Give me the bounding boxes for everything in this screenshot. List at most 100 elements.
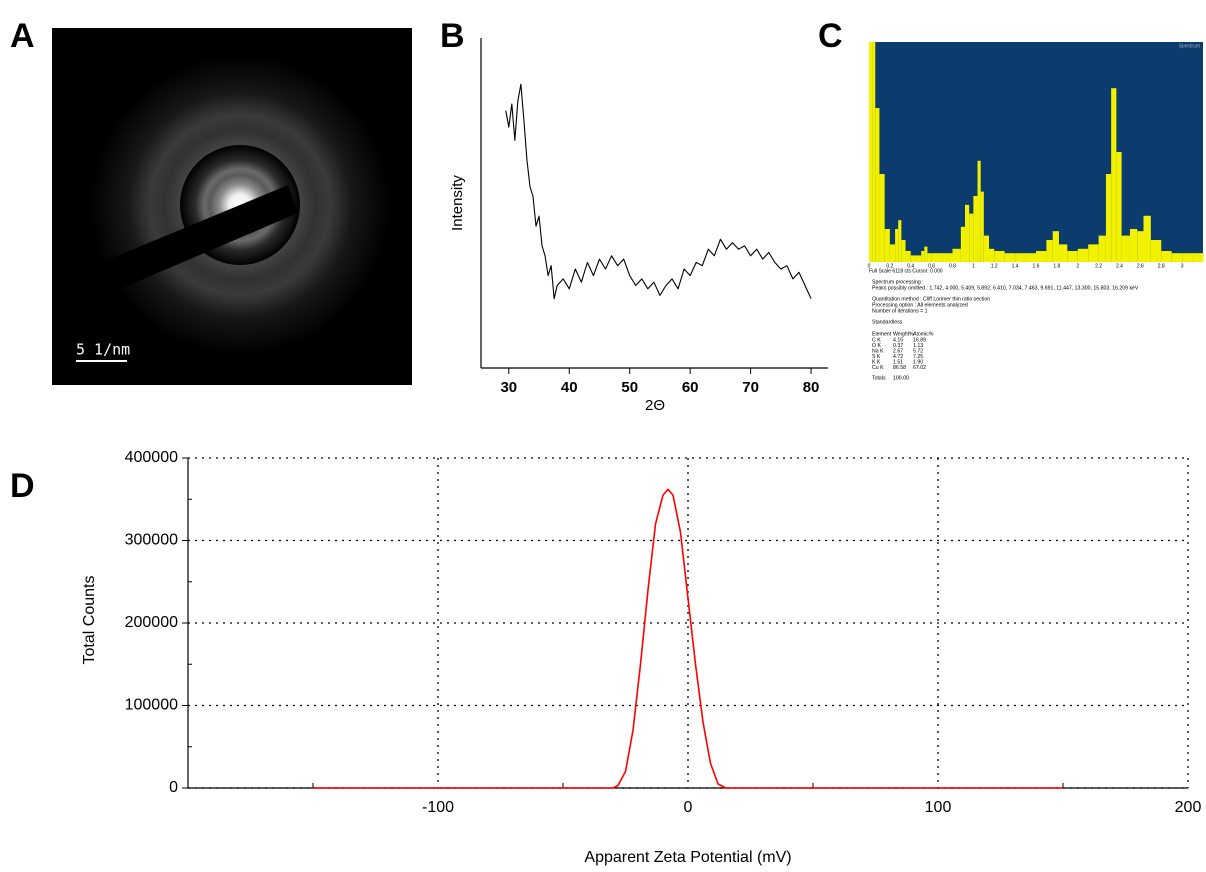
- table-header: Atomic%: [913, 331, 934, 337]
- spectrum-bar: [1105, 174, 1112, 262]
- spectrum-bar: [969, 213, 974, 262]
- spectrum-bar: [1129, 229, 1138, 262]
- beam-stop: [52, 185, 298, 318]
- table-cell: 16.89: [913, 337, 926, 343]
- x-tick-label: 1.8: [1053, 263, 1060, 269]
- spectrum-bar: [898, 220, 902, 262]
- table-cell: C K: [872, 337, 881, 343]
- y-tick-label: 0: [169, 779, 178, 796]
- spectrum-bar: [1137, 231, 1144, 262]
- spectrum-bar: [977, 160, 981, 262]
- x-tick-label: 0.6: [928, 263, 935, 269]
- table-cell: 2.67: [893, 348, 903, 354]
- spectrum-bar: [1116, 152, 1122, 262]
- y-axis-title: Total Counts: [81, 576, 98, 665]
- report-line: Spectrum processing :: [872, 279, 924, 285]
- spectrum-bar: [1004, 253, 1016, 262]
- spectrum-bar: [927, 253, 932, 262]
- table-cell: 4.15: [893, 337, 903, 343]
- table-cell: S K: [872, 354, 881, 360]
- table-header: Element: [872, 331, 892, 337]
- y-tick-label: 400000: [125, 449, 178, 466]
- x-tick-label: 2.2: [1095, 263, 1102, 269]
- spectrum-bar: [973, 196, 978, 262]
- spectrum-bar: [915, 255, 922, 262]
- x-tick-label: 30: [500, 379, 517, 396]
- x-axis-title: 2Θ: [645, 397, 665, 414]
- x-tick-label: 2.6: [1137, 263, 1144, 269]
- y-tick-label: 100000: [125, 697, 178, 714]
- plot-background: [869, 42, 1203, 262]
- spectrum-bar: [889, 244, 896, 262]
- spectrum-footer: Full Scale 6118 cts Cursor: 0.000: [869, 268, 943, 274]
- table-cell: 1.13: [913, 343, 923, 349]
- x-tick-label: -100: [422, 799, 454, 816]
- x-tick-label: 2.4: [1116, 263, 1123, 269]
- spectrum-bar: [879, 174, 885, 262]
- spectrum-bar: [1121, 235, 1130, 262]
- spectrum-bar: [989, 248, 995, 262]
- report-line: Quantitation method : Cliff Lorimer thin…: [872, 296, 990, 302]
- table-cell: 7.25: [913, 354, 923, 360]
- report-line: Peaks possibly omitted : 1.742, 4.000, 5…: [872, 285, 1139, 291]
- report-line: Number of iterations = 1: [872, 308, 928, 314]
- spectrum-bar: [960, 226, 966, 262]
- table-header: Weight%: [893, 331, 914, 337]
- panel-letter: B: [440, 17, 465, 55]
- spectrum-bar: [1067, 251, 1078, 262]
- x-tick-label: 100: [925, 799, 952, 816]
- spectrum-bar: [1036, 251, 1047, 262]
- table-cell: 67.02: [913, 365, 926, 371]
- x-tick-label: 3: [1181, 263, 1184, 269]
- x-tick-label: 1.6: [1033, 263, 1040, 269]
- y-tick-label: 300000: [125, 532, 178, 549]
- spectrum-bar: [921, 251, 925, 262]
- x-tick-label: 0.8: [949, 263, 956, 269]
- y-tick-label: 200000: [125, 614, 178, 631]
- data-line: [505, 83, 812, 300]
- spectrum-bar: [895, 229, 899, 262]
- table-total: Totals: [872, 375, 886, 381]
- spectrum-bar: [1143, 215, 1151, 262]
- spectrum-bar: [901, 240, 906, 262]
- spectrum-bar: [980, 191, 984, 262]
- x-tick-label: 200: [1175, 799, 1202, 816]
- panel-letter: C: [818, 17, 843, 55]
- spectrum-bar: [1015, 253, 1026, 262]
- table-cell: 5.72: [913, 348, 923, 354]
- spectrum-bar: [910, 255, 916, 262]
- panel-a: A 5 1/nm: [10, 17, 412, 385]
- x-tick-label: 70: [742, 379, 759, 396]
- table-cell: 1.51: [893, 359, 903, 365]
- table-cell: 4.72: [893, 354, 903, 360]
- data-line: [313, 488, 1063, 789]
- report-line: Standardless: [872, 319, 903, 325]
- spectrum-bar: [924, 246, 928, 262]
- x-tick-label: 0: [868, 263, 871, 269]
- table-total: 100.00: [893, 375, 909, 381]
- x-tick-label: 40: [561, 379, 578, 396]
- spectrum-bar: [1058, 244, 1068, 262]
- table-cell: 1.90: [913, 359, 923, 365]
- spectrum-bar: [875, 108, 880, 262]
- table-cell: O K: [872, 343, 881, 349]
- spectrum-bar: [952, 248, 961, 262]
- spectrum-bar: [1111, 88, 1117, 262]
- spectrum-bar: [994, 251, 1005, 262]
- y-axis-title: Intensity: [449, 175, 466, 231]
- x-tick-label: 80: [803, 379, 820, 396]
- spectrum-bar: [1182, 253, 1193, 262]
- spectrum-bar: [1088, 244, 1099, 262]
- x-tick-label: 0.4: [907, 263, 914, 269]
- report-line: Processing option : All elements analyze…: [872, 302, 968, 308]
- spectrum-bar: [965, 204, 970, 262]
- x-tick-label: 2: [1076, 263, 1079, 269]
- x-tick-label: 1: [972, 263, 975, 269]
- table-cell: 0.37: [893, 343, 903, 349]
- x-axis-title: Apparent Zeta Potential (mV): [584, 849, 791, 866]
- table-cell: Cu K: [872, 365, 884, 371]
- spectrum-bar: [1025, 253, 1036, 262]
- x-tick-label: 0.2: [886, 263, 893, 269]
- spectrum-bar: [1077, 248, 1089, 262]
